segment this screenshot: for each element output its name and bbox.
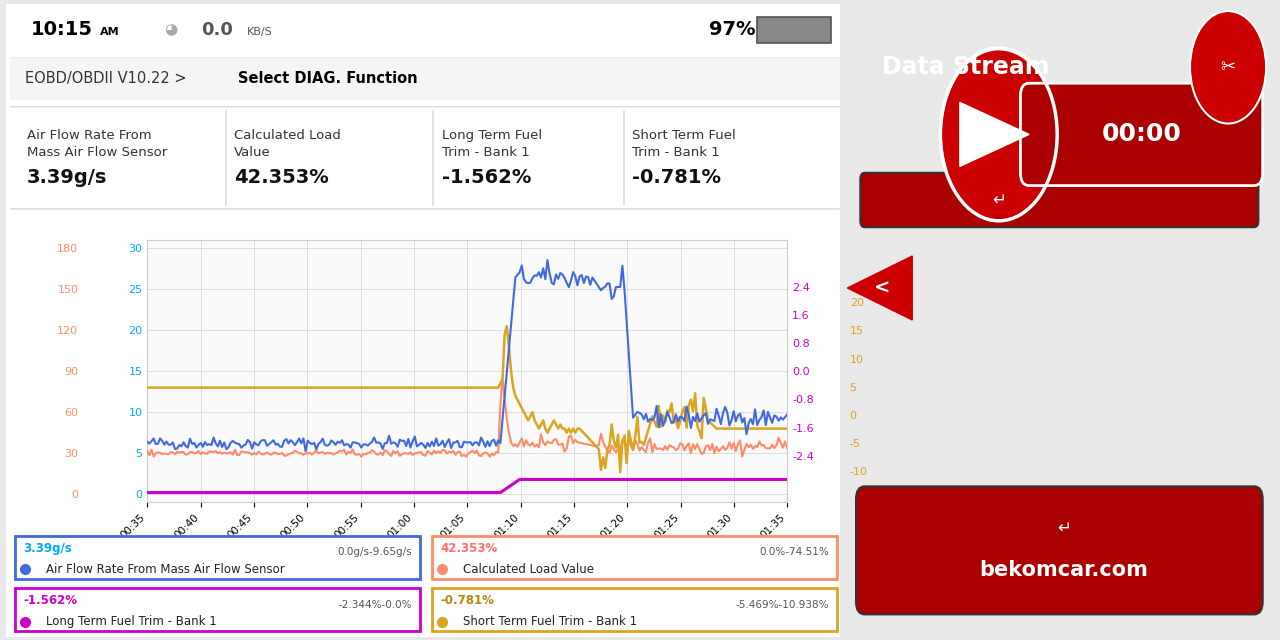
Text: 0.0g/s-9.65g/s: 0.0g/s-9.65g/s xyxy=(338,547,412,557)
FancyBboxPatch shape xyxy=(856,486,1262,614)
Text: ↵: ↵ xyxy=(1057,519,1070,537)
Text: bekomcar.com: bekomcar.com xyxy=(979,559,1148,580)
Text: Short Term Fuel
Trim - Bank 1: Short Term Fuel Trim - Bank 1 xyxy=(632,129,736,159)
Polygon shape xyxy=(847,256,913,320)
Text: -1.562%: -1.562% xyxy=(23,594,77,607)
FancyBboxPatch shape xyxy=(4,107,845,209)
Text: AM: AM xyxy=(100,28,119,37)
Text: 0.0: 0.0 xyxy=(201,20,233,39)
FancyBboxPatch shape xyxy=(860,173,1258,227)
FancyBboxPatch shape xyxy=(433,536,837,579)
FancyBboxPatch shape xyxy=(433,588,837,631)
Text: Calculated Load
Value: Calculated Load Value xyxy=(234,129,340,159)
Text: Long Term Fuel Trim - Bank 1: Long Term Fuel Trim - Bank 1 xyxy=(46,615,216,628)
Text: 97%: 97% xyxy=(709,20,755,39)
FancyBboxPatch shape xyxy=(15,536,420,579)
Text: 0.0%-74.51%: 0.0%-74.51% xyxy=(760,547,829,557)
Text: 3.39g/s: 3.39g/s xyxy=(27,168,108,187)
Text: ◕: ◕ xyxy=(164,22,177,37)
Text: -0.781%: -0.781% xyxy=(632,168,722,187)
FancyBboxPatch shape xyxy=(1020,83,1262,186)
Text: -2.344%-0.0%: -2.344%-0.0% xyxy=(339,600,412,610)
Text: <: < xyxy=(874,278,890,298)
Text: Calculated Load Value: Calculated Load Value xyxy=(463,563,594,575)
FancyBboxPatch shape xyxy=(15,588,420,631)
Circle shape xyxy=(942,51,1055,218)
FancyBboxPatch shape xyxy=(3,212,847,536)
FancyBboxPatch shape xyxy=(3,56,847,101)
Text: EOBD/OBDII V10.22 >: EOBD/OBDII V10.22 > xyxy=(26,71,192,86)
Polygon shape xyxy=(960,102,1029,166)
Text: Long Term Fuel
Trim - Bank 1: Long Term Fuel Trim - Bank 1 xyxy=(442,129,541,159)
Text: Air Flow Rate From Mass Air Flow Sensor: Air Flow Rate From Mass Air Flow Sensor xyxy=(46,563,284,575)
Circle shape xyxy=(1192,13,1265,122)
Text: -0.781%: -0.781% xyxy=(440,594,494,607)
Text: ↵: ↵ xyxy=(992,191,1006,209)
Text: 42.353%: 42.353% xyxy=(440,541,498,555)
Text: 00:00: 00:00 xyxy=(1102,122,1181,147)
Text: -1.562%: -1.562% xyxy=(442,168,531,187)
Text: KB/S: KB/S xyxy=(247,28,273,37)
Text: Air Flow Rate From
Mass Air Flow Sensor: Air Flow Rate From Mass Air Flow Sensor xyxy=(27,129,168,159)
Text: 42.353%: 42.353% xyxy=(234,168,329,187)
Text: ✂: ✂ xyxy=(1221,58,1235,76)
Text: -5.469%-10.938%: -5.469%-10.938% xyxy=(736,600,829,610)
FancyBboxPatch shape xyxy=(0,0,849,640)
Text: Select DIAG. Function: Select DIAG. Function xyxy=(238,71,419,86)
Text: Short Term Fuel Trim - Bank 1: Short Term Fuel Trim - Bank 1 xyxy=(463,615,637,628)
Text: Data Stream: Data Stream xyxy=(882,55,1050,79)
FancyBboxPatch shape xyxy=(756,17,832,43)
Text: 10:15: 10:15 xyxy=(31,20,93,39)
Text: 3.39g/s: 3.39g/s xyxy=(23,541,72,555)
